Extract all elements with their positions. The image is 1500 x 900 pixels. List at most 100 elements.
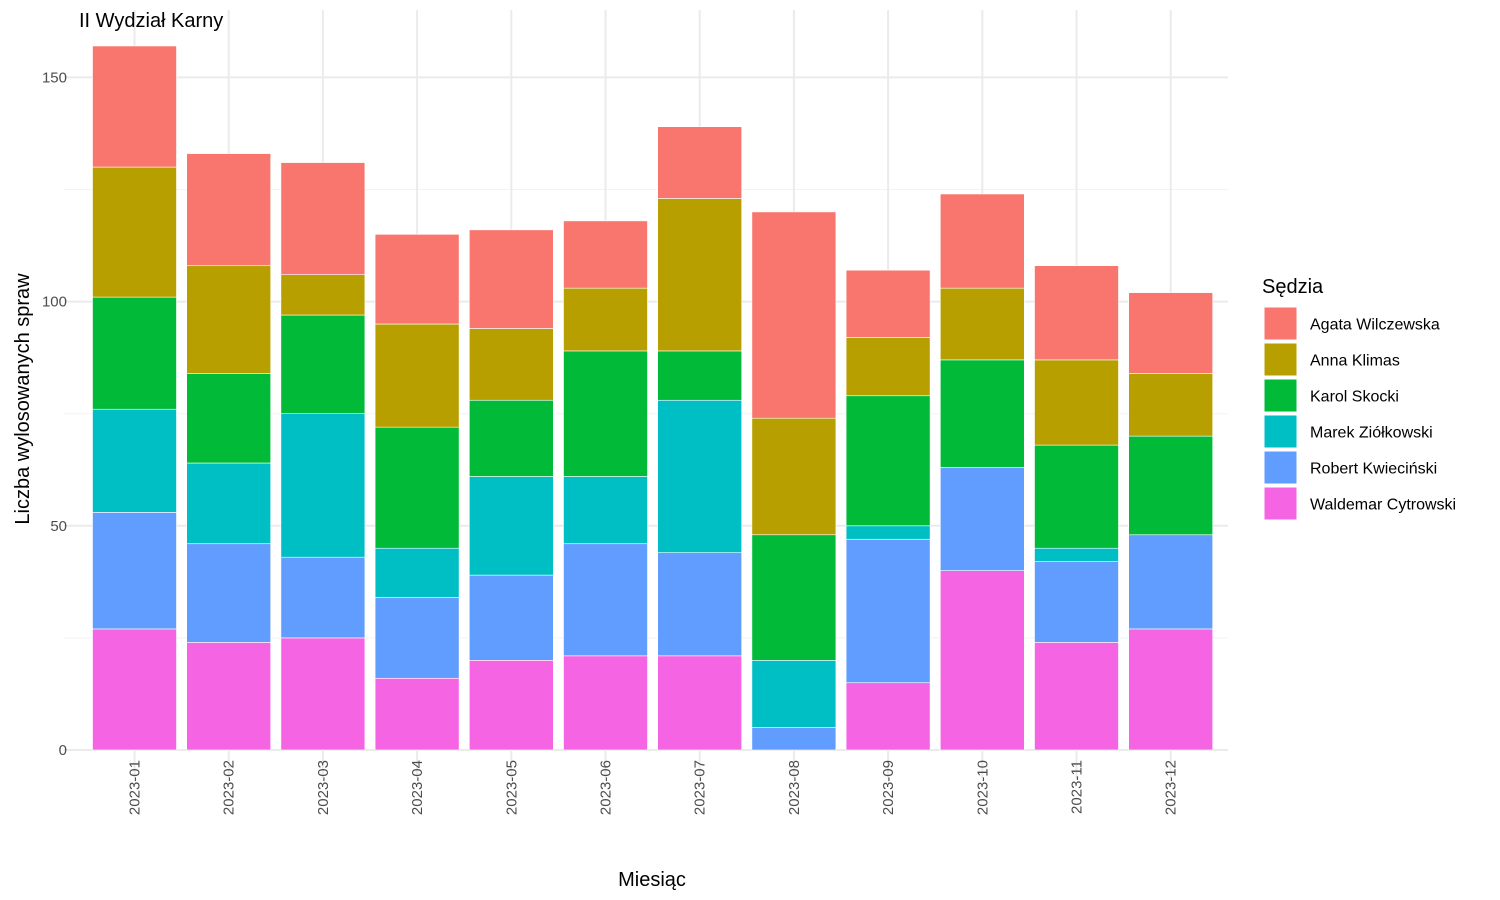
x-tick-label: 2023-03 — [315, 760, 332, 815]
bar-segment — [187, 463, 271, 544]
bar-segment — [1129, 373, 1213, 436]
bar-segment — [752, 728, 836, 750]
bar-segment — [93, 167, 177, 297]
legend-key — [1264, 487, 1297, 520]
bar-segment — [846, 270, 930, 337]
legend-label: Robert Kwieciński — [1310, 461, 1437, 478]
x-axis-title: Miesiąc — [618, 869, 686, 891]
legend-key — [1264, 379, 1297, 412]
legend-label: Karol Skocki — [1310, 389, 1399, 406]
bar-segment — [564, 656, 648, 750]
x-axis-ticks: 2023-01 2023-02 2023-03 2023-04 2023-05 2023-… — [127, 760, 1180, 815]
bar-segment — [1035, 266, 1119, 360]
bar-segment — [469, 476, 553, 575]
bar-segment — [375, 548, 459, 597]
bar-segment — [846, 337, 930, 395]
y-axis-ticks: 0 50 100 150 — [42, 69, 67, 759]
y-tick-label: 100 — [42, 294, 67, 311]
bar-segment — [564, 288, 648, 351]
legend-key — [1264, 451, 1297, 484]
bar-segment — [846, 539, 930, 682]
bar-segment — [564, 544, 648, 656]
bar-segment — [564, 351, 648, 477]
x-tick-label: 2023-10 — [974, 760, 991, 815]
bar-segment — [1035, 642, 1119, 750]
legend-key — [1264, 343, 1297, 376]
bar-segment — [940, 571, 1024, 750]
bar-segment — [93, 297, 177, 409]
bars — [93, 46, 1213, 750]
bar-segment — [187, 154, 271, 266]
x-tick-label: 2023-09 — [880, 760, 897, 815]
bar-segment — [469, 400, 553, 476]
bar-segment — [1129, 535, 1213, 629]
y-axis-title: Liczba wylosowanych spraw — [12, 273, 34, 525]
x-tick-label: 2023-05 — [503, 760, 520, 815]
bar-segment — [281, 414, 365, 557]
bar-segment — [1035, 562, 1119, 643]
x-tick-label: 2023-06 — [598, 760, 615, 815]
bar-segment — [564, 476, 648, 543]
legend: Sędzia Agata Wilczewska Anna Klimas Karol … — [1262, 276, 1456, 520]
bar-segment — [658, 553, 742, 656]
bar-segment — [469, 575, 553, 660]
bar-segment — [940, 194, 1024, 288]
bar-segment — [1129, 436, 1213, 535]
bar-segment — [93, 409, 177, 512]
bar-segment — [940, 288, 1024, 360]
bar-segment — [93, 46, 177, 167]
bar-segment — [940, 468, 1024, 571]
bar-segment — [375, 678, 459, 750]
bar-segment — [469, 230, 553, 329]
x-tick-label: 2023-11 — [1069, 760, 1086, 814]
bar-segment — [281, 638, 365, 750]
bar-segment — [187, 266, 271, 374]
legend-label: Agata Wilczewska — [1310, 317, 1440, 334]
bar-segment — [93, 629, 177, 750]
bar-segment — [846, 683, 930, 750]
x-tick-label: 2023-04 — [409, 760, 426, 815]
bar-segment — [1035, 445, 1119, 548]
bar-segment — [187, 373, 271, 463]
x-tick-label: 2023-07 — [692, 760, 709, 815]
legend-label: Waldemar Cytrowski — [1310, 497, 1456, 514]
y-tick-label: 50 — [50, 518, 67, 535]
bar-segment — [1035, 548, 1119, 561]
stacked-bar-chart: 050100150 2023-01 2023-02 2023-03 2023-04 20… — [0, 0, 1500, 900]
bar-segment — [658, 400, 742, 552]
bar-segment — [1035, 360, 1119, 445]
legend-label: Anna Klimas — [1310, 353, 1400, 370]
legend-key — [1264, 307, 1297, 340]
bar-segment — [658, 351, 742, 400]
bar-segment — [469, 660, 553, 750]
bar-segment — [375, 324, 459, 427]
x-tick-label: 2023-02 — [221, 760, 238, 815]
bar-segment — [281, 275, 365, 315]
bar-segment — [846, 396, 930, 526]
bar-segment — [469, 328, 553, 400]
x-tick-label: 2023-01 — [127, 760, 144, 815]
bar-segment — [375, 234, 459, 324]
bar-segment — [846, 526, 930, 539]
y-tick-label: 150 — [42, 69, 67, 86]
x-tick-label: 2023-12 — [1163, 760, 1180, 815]
legend-title: Sędzia — [1262, 276, 1324, 298]
bar-segment — [658, 198, 742, 350]
legend-key — [1264, 415, 1297, 448]
bar-segment — [281, 315, 365, 414]
bar-segment — [564, 221, 648, 288]
bar-segment — [375, 427, 459, 548]
bar-segment — [1129, 629, 1213, 750]
bar-segment — [281, 557, 365, 638]
bar-segment — [93, 512, 177, 629]
legend-label: Marek Ziółkowski — [1310, 425, 1433, 442]
bar-segment — [752, 418, 836, 535]
x-tick-label: 2023-08 — [786, 760, 803, 815]
bar-segment — [752, 660, 836, 727]
bar-segment — [940, 360, 1024, 468]
y-tick-label: 0 — [59, 742, 67, 759]
bar-segment — [187, 642, 271, 750]
bar-segment — [281, 163, 365, 275]
bar-segment — [375, 598, 459, 679]
bar-segment — [658, 656, 742, 750]
